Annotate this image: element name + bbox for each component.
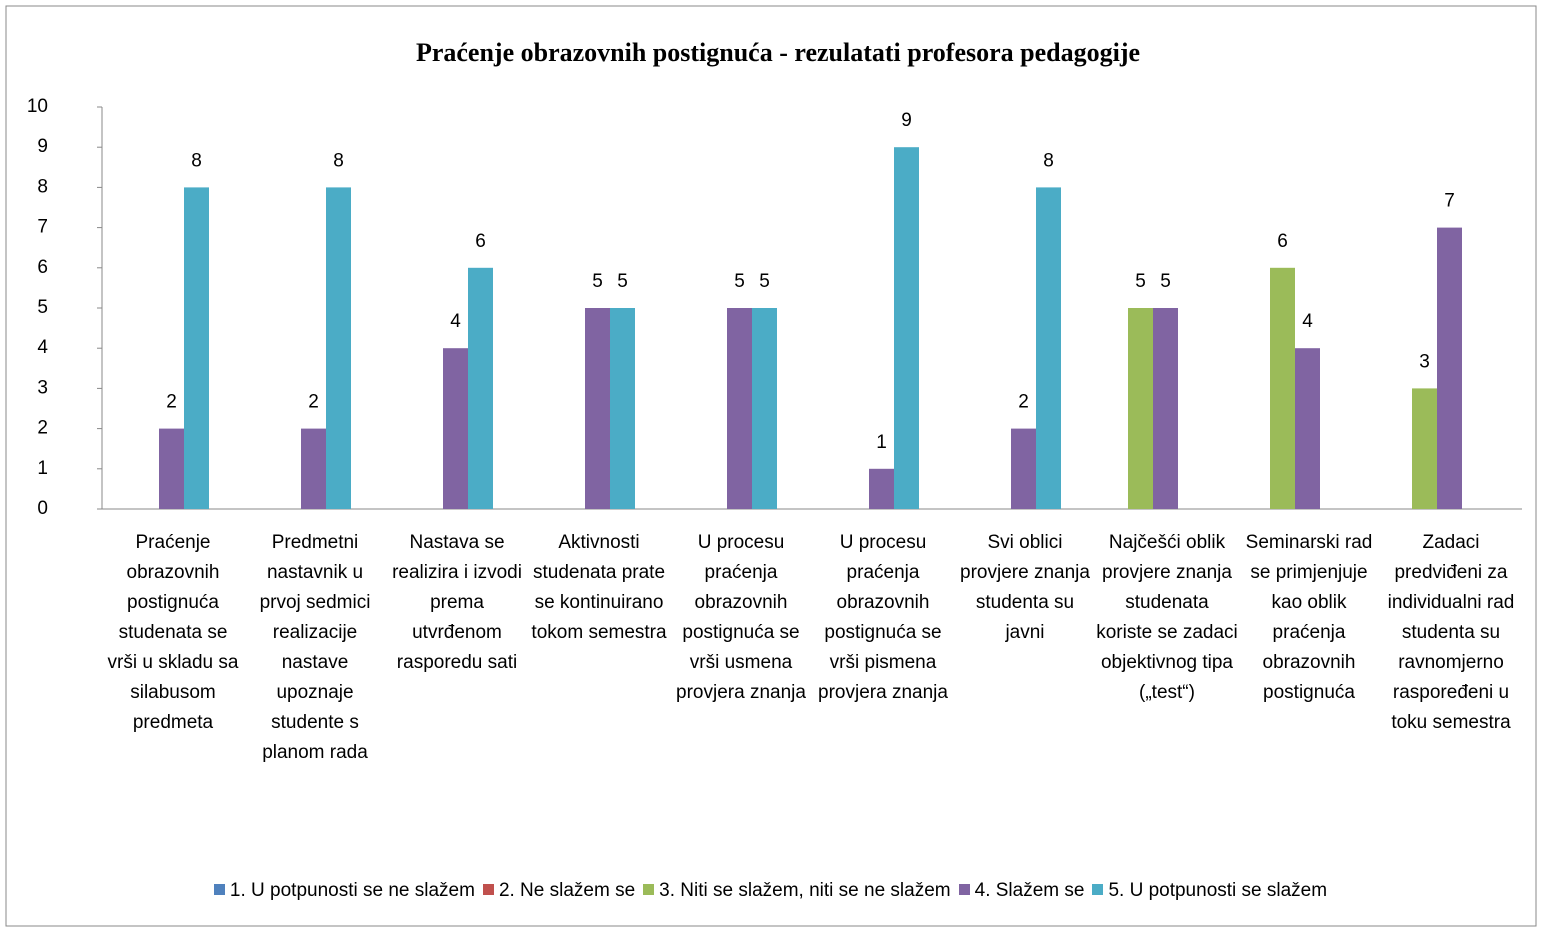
data-label: 2 bbox=[1018, 392, 1029, 413]
bar bbox=[727, 308, 752, 509]
legend-item: 1. U potpunosti se ne slažem bbox=[213, 880, 475, 902]
y-tick-label: 0 bbox=[37, 498, 48, 519]
legend-item: 2. Ne slažem se bbox=[482, 880, 636, 902]
data-label: 9 bbox=[901, 110, 912, 131]
bar bbox=[610, 308, 635, 509]
bar bbox=[468, 267, 493, 509]
legend-label: 1. U potpunosti se ne slažem bbox=[229, 880, 475, 901]
legend-swatch bbox=[958, 884, 970, 895]
bar bbox=[1295, 348, 1320, 509]
legend-item: 4. Slažem se bbox=[958, 880, 1085, 902]
data-label: 8 bbox=[191, 150, 202, 171]
data-label: 7 bbox=[1444, 191, 1455, 212]
data-label: 4 bbox=[450, 311, 461, 332]
y-tick-label: 10 bbox=[27, 96, 48, 117]
bar bbox=[159, 428, 184, 509]
legend-swatch bbox=[213, 884, 225, 895]
y-tick-label: 1 bbox=[37, 458, 48, 479]
y-tick-label: 6 bbox=[37, 257, 48, 278]
data-label: 5 bbox=[617, 271, 628, 292]
bar bbox=[1128, 308, 1153, 509]
bar bbox=[184, 187, 209, 509]
legend-swatch bbox=[482, 884, 494, 895]
data-label: 5 bbox=[1160, 271, 1171, 292]
x-tick-label: Zadaci predviđeni za individualni rad st… bbox=[1387, 532, 1515, 733]
bar bbox=[1412, 388, 1437, 509]
y-tick-label: 2 bbox=[37, 418, 48, 439]
chart-title: Praćenje obrazovnih postignuća - rezulat… bbox=[416, 38, 1140, 67]
bar bbox=[1437, 227, 1462, 509]
bar bbox=[869, 468, 894, 509]
bar bbox=[301, 428, 326, 509]
data-label: 4 bbox=[1302, 311, 1313, 332]
data-label: 8 bbox=[1043, 150, 1054, 171]
x-tick-label: Praćenje obrazovnih postignuća studenata… bbox=[107, 532, 239, 733]
bar bbox=[585, 308, 610, 509]
legend-label: 2. Ne slažem se bbox=[498, 880, 636, 901]
x-tick-label: Svi oblici provjere znanja studenta su j… bbox=[960, 532, 1090, 643]
x-tick-label: Nastava se realizira i izvodi prema utvr… bbox=[392, 532, 522, 673]
x-tick-label: U procesu praćenja obrazovnih postignuća… bbox=[676, 532, 806, 703]
data-label: 2 bbox=[166, 392, 177, 413]
data-label: 8 bbox=[333, 150, 344, 171]
y-tick-label: 9 bbox=[37, 136, 48, 157]
x-tick-label: Predmetni nastavnik u prvoj sedmici real… bbox=[259, 532, 371, 763]
y-tick-label: 8 bbox=[37, 176, 48, 197]
x-tick-label: Aktivnosti studenata prate se kontinuira… bbox=[531, 532, 667, 643]
data-label: 5 bbox=[592, 271, 603, 292]
data-label: 5 bbox=[734, 271, 745, 292]
data-label: 5 bbox=[759, 271, 770, 292]
legend-swatch bbox=[643, 884, 655, 895]
legend-item: 3. Niti se slažem, niti se ne slažem bbox=[643, 880, 951, 902]
bar bbox=[1270, 267, 1295, 509]
data-label: 6 bbox=[475, 231, 486, 252]
x-tick-label: U procesu praćenja obrazovnih postignuća… bbox=[818, 532, 948, 703]
bar bbox=[1036, 187, 1061, 509]
legend: 1. U potpunosti se ne slažem 2. Ne slažem… bbox=[0, 880, 1541, 902]
y-tick-label: 3 bbox=[37, 377, 48, 398]
legend-label: 4. Slažem se bbox=[974, 880, 1085, 901]
y-tick-label: 4 bbox=[37, 337, 48, 358]
bar bbox=[326, 187, 351, 509]
bar bbox=[1153, 308, 1178, 509]
x-tick-label: Seminarski rad se primjenjuje kao oblik … bbox=[1245, 532, 1373, 703]
legend-swatch bbox=[1092, 884, 1104, 895]
data-label: 1 bbox=[876, 432, 887, 453]
bar bbox=[1011, 428, 1036, 509]
bar bbox=[443, 348, 468, 509]
y-tick-label: 7 bbox=[37, 217, 48, 238]
legend-label: 5. U potpunosti se slažem bbox=[1108, 880, 1328, 901]
data-label: 3 bbox=[1419, 351, 1430, 372]
legend-item: 5. U potpunosti se slažem bbox=[1092, 880, 1327, 902]
x-tick-label: Najčešći oblik provjere znanja studenata… bbox=[1096, 532, 1238, 703]
y-tick-label: 5 bbox=[37, 297, 48, 318]
data-label: 2 bbox=[308, 392, 319, 413]
bar bbox=[752, 308, 777, 509]
bar bbox=[894, 147, 919, 509]
legend-label: 3. Niti se slažem, niti se ne slažem bbox=[659, 880, 951, 901]
data-label: 6 bbox=[1277, 231, 1288, 252]
data-label: 5 bbox=[1135, 271, 1146, 292]
